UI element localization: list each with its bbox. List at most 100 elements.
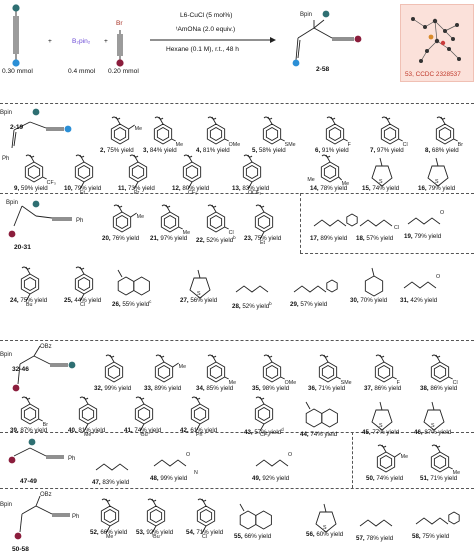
yield-label-31: 31, 42% yield [400,297,438,304]
structure-51: Me [430,444,460,476]
compound-number: 36, [308,385,319,392]
compound-number: 51, [420,475,431,482]
svg-text:Et: Et [80,190,86,196]
yield-label-46: 46, 87% yield [414,429,452,436]
compound-number: 3, [143,147,150,154]
structure-22: Cl [206,204,234,236]
svg-text:OCF₃: OCF₃ [248,190,261,196]
structure-44 [305,401,338,428]
structure-29 [293,279,338,293]
structure-55 [239,503,272,530]
yield-label-55: 55, 66% yield [234,533,272,540]
svg-text:CF₃: CF₃ [260,432,269,438]
structure-42: Ph [190,396,210,438]
label-47-49: 47-49 [20,478,37,485]
structure-25: Cl [74,266,94,308]
svg-text:Me: Me [183,230,190,236]
svg-text:Ph: Ph [196,432,203,438]
svg-text:N: N [194,470,198,476]
yield-label-47: 47, 83% yield [92,479,130,486]
svg-text:O: O [186,452,190,458]
yield-label-21: 21, 97% yield [150,235,188,242]
scaffold-50-58: Bpin OBz Ph [0,492,79,540]
yield-label-22: 22, 52% yieldb [196,235,236,245]
svg-text:OMe: OMe [285,380,297,386]
yield-label-40: 40, 81% yield [68,427,106,434]
compound-number: 30, [350,297,361,304]
compound-number: 52, [90,529,101,536]
svg-text:OBz: OBz [40,344,52,350]
compound-number: 34, [196,385,207,392]
svg-text:Me: Me [179,364,186,370]
yield-label-18: 18, 57% yield [356,235,394,242]
structure-23: Et [254,204,274,246]
structure-48: ON [153,452,198,476]
yield-label-42: 42, 61% yield [180,427,218,434]
svg-text:CF₃: CF₃ [47,180,56,186]
structure-7: Cl [380,116,408,148]
svg-text:Bu: Bu [26,302,33,308]
svg-text:Ph: Ph [72,514,79,520]
scaffold-20-31: Bpin Ph [6,200,83,238]
svg-text:S: S [379,179,383,185]
b2pin2-label: B₂pin₂ [72,38,91,45]
structure-27: S [189,269,211,299]
svg-text:Me: Me [106,534,113,540]
b2pin2-amount: 0.4 mmol [68,68,96,75]
structure-5: SMe [262,116,296,148]
structure-8: Br [435,116,463,148]
compound-number: 41, [124,427,135,434]
svg-text:F: F [397,380,401,386]
structure-45: S [371,401,393,431]
yield-label-11: 11, 73% yield [118,185,155,192]
compound-number: 53, [136,529,147,536]
compound-number: 6, [315,147,322,154]
structure-32 [104,354,124,383]
structure-52: Me [100,498,120,540]
structure-58 [415,511,460,525]
structure-56: S [315,503,337,533]
xray-structure-panel: 53, CCDC 2328537 [400,4,474,82]
yield-label-45: 45, 77% yield [362,429,400,436]
yield-label-32: 32, 99% yield [94,385,132,392]
svg-text:Me: Me [135,126,142,132]
xray-label: 53, CCDC 2328537 [405,71,461,78]
compound-number: 47, [92,479,103,486]
yield-label-13: 13, 83% yield [232,185,270,192]
structure-41: ᵗBu [134,396,154,438]
compound-number: 32, [94,385,105,392]
yield-label-51: 51, 71% yield [420,475,458,482]
compound-number: 4, [196,147,203,154]
reactant-diyne: Bpin [12,4,362,67]
yield-label-28: 28, 52% yieldb [232,301,272,311]
structure-19: O [407,210,444,225]
structure-21: Me [160,204,190,236]
reactant-left-amount: 0.30 mmol [2,68,33,75]
compound-number: 19, [404,233,415,240]
svg-text:S: S [431,423,435,429]
structure-24: Bu [20,266,40,308]
svg-text:Cl: Cl [80,302,85,308]
compound-number: 18, [356,235,367,242]
svg-text:Br: Br [43,422,49,428]
divider-5 [0,488,474,489]
yield-label-5: 5, 58% yield [252,147,286,154]
yield-label-58: 58, 75% yield [412,533,450,540]
compound-number: 45, [362,429,373,436]
yield-label-30: 30, 70% yield [350,297,388,304]
structure-30 [364,267,384,297]
yield-label-19: 19, 79% yield [404,233,442,240]
structure-34: Me [206,354,236,386]
compound-number: 58, [412,533,423,540]
structure-13: OCF₃ [242,154,261,196]
label-32-46: 32-46 [12,366,29,373]
compound-number: 48, [150,475,161,482]
svg-text:O: O [436,274,440,280]
yield-label-9: 9, 59% yield [14,185,48,192]
compound-number: 8, [425,147,432,154]
svg-text:CF₃: CF₃ [188,190,197,196]
svg-text:ᵗBu: ᵗBu [152,534,160,540]
compound-number: 38, [420,385,431,392]
yield-label-29: 29, 57% yield [290,301,328,308]
yield-label-39: 39, 87% yield [10,427,48,434]
